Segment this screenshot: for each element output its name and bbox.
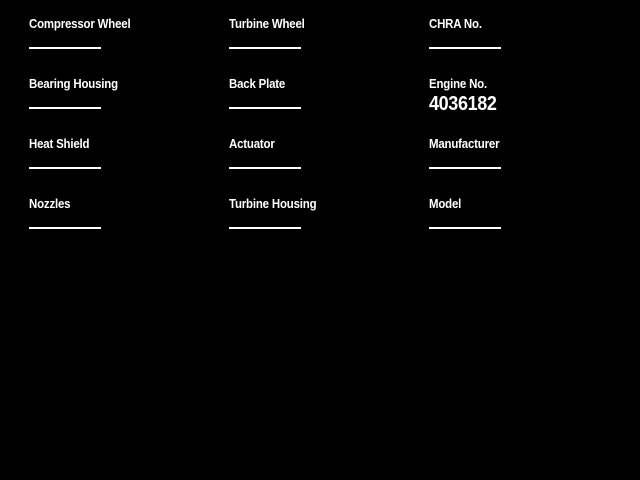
field-label: Engine No. xyxy=(429,76,487,91)
field-label: Manufacturer xyxy=(429,136,500,151)
field-label: CHRA No. xyxy=(429,16,482,31)
field-blank-rule[interactable] xyxy=(29,227,101,229)
field-blank-rule[interactable] xyxy=(229,47,301,49)
field-turbine-wheel[interactable]: Turbine Wheel xyxy=(229,14,409,74)
field-value[interactable]: 4036182 xyxy=(429,93,497,115)
field-blank-rule[interactable] xyxy=(29,107,101,109)
field-nozzles[interactable]: Nozzles xyxy=(29,194,209,254)
field-blank-rule[interactable] xyxy=(29,167,101,169)
field-label: Turbine Wheel xyxy=(229,16,305,31)
field-label: Actuator xyxy=(229,136,275,151)
field-blank-rule[interactable] xyxy=(429,47,501,49)
field-label: Nozzles xyxy=(29,196,71,211)
field-label: Model xyxy=(429,196,462,211)
field-engine-no[interactable]: Engine No. 4036182 xyxy=(429,74,609,134)
field-label: Turbine Housing xyxy=(229,196,317,211)
field-back-plate[interactable]: Back Plate xyxy=(229,74,409,134)
field-blank-rule[interactable] xyxy=(229,227,301,229)
field-blank-rule[interactable] xyxy=(429,167,501,169)
field-blank-rule[interactable] xyxy=(29,47,101,49)
field-manufacturer[interactable]: Manufacturer xyxy=(429,134,609,194)
field-blank-rule[interactable] xyxy=(229,107,301,109)
field-label: Bearing Housing xyxy=(29,76,118,91)
field-blank-rule[interactable] xyxy=(429,227,501,229)
field-heat-shield[interactable]: Heat Shield xyxy=(29,134,209,194)
field-model[interactable]: Model xyxy=(429,194,609,254)
field-compressor-wheel[interactable]: Compressor Wheel xyxy=(29,14,209,74)
field-label: Compressor Wheel xyxy=(29,16,131,31)
field-actuator[interactable]: Actuator xyxy=(229,134,409,194)
field-label: Heat Shield xyxy=(29,136,90,151)
field-chra-no[interactable]: CHRA No. xyxy=(429,14,609,74)
field-blank-rule[interactable] xyxy=(229,167,301,169)
turbocharger-fields-grid: Compressor Wheel Turbine Wheel CHRA No. Bea… xyxy=(29,14,629,254)
field-turbine-housing[interactable]: Turbine Housing xyxy=(229,194,409,254)
field-label: Back Plate xyxy=(229,76,286,91)
field-bearing-housing[interactable]: Bearing Housing xyxy=(29,74,209,134)
